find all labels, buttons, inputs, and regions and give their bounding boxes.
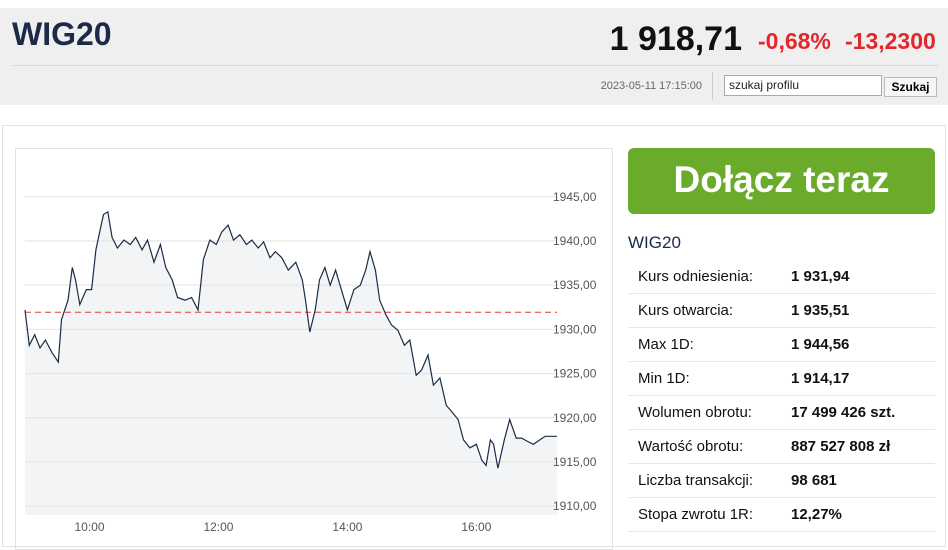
summary-row: Kurs odniesienia: 1 931,94 — [628, 260, 935, 294]
row-value: 1 935,51 — [791, 302, 850, 319]
row-label: Kurs otwarcia: — [638, 302, 734, 319]
search-button[interactable]: Szukaj — [884, 77, 937, 97]
row-value: 12,27% — [791, 506, 842, 523]
summary-row: Liczba transakcji: 98 681 — [628, 464, 935, 498]
price: 1 918,71 — [609, 20, 742, 58]
summary-row: Wolumen obrotu: 17 499 426 szt. — [628, 396, 935, 430]
summary-title: WIG20 — [628, 233, 681, 252]
y-tick-label: 1930,00 — [553, 322, 597, 336]
row-value: 1 944,56 — [791, 336, 850, 353]
price-line — [24, 210, 557, 469]
row-label: Liczba transakcji: — [638, 472, 754, 489]
row-label: Stopa zwrotu 1R: — [638, 506, 754, 523]
row-value: 887 527 808 zł — [791, 438, 891, 455]
change-percent: -0,68% — [758, 28, 831, 54]
summary-row: Wartość obrotu: 887 527 808 zł — [628, 430, 935, 464]
timestamp: 2023-05-11 17:15:00 — [600, 80, 702, 92]
summary-row: Max 1D: 1 944,56 — [628, 328, 935, 362]
chart: 1910,00 1915,00 1920,00 1925,00 1930,00 1935,… — [24, 190, 597, 534]
summary-row: Kurs otwarcia: 1 935,51 — [628, 294, 935, 328]
cta-button[interactable]: Dołącz teraz — [628, 148, 935, 214]
row-value: 1 931,94 — [791, 268, 850, 285]
page: WIG20 1 918,71 -0,68% -13,2300 2023-05-1… — [0, 8, 948, 550]
separator — [12, 65, 938, 66]
change-absolute: -13,2300 — [845, 28, 936, 54]
y-tick-label: 1920,00 — [553, 411, 597, 425]
x-tick-label: 16:00 — [461, 520, 491, 534]
x-tick-label: 14:00 — [332, 520, 362, 534]
row-value: 98 681 — [791, 472, 837, 489]
x-tick-label: 12:00 — [203, 520, 233, 534]
area-fill — [25, 211, 557, 516]
search-input[interactable]: szukaj profilu — [724, 75, 882, 96]
y-tick-label: 1940,00 — [553, 234, 597, 248]
summary-row: Stopa zwrotu 1R: 12,27% — [628, 498, 935, 532]
y-tick-label: 1935,00 — [553, 278, 597, 292]
row-label: Wolumen obrotu: — [638, 404, 752, 421]
row-label: Kurs odniesienia: — [638, 268, 754, 285]
y-tick-label: 1910,00 — [553, 499, 597, 513]
separator — [712, 72, 713, 100]
y-tick-label: 1925,00 — [553, 367, 597, 381]
row-label: Min 1D: — [638, 370, 690, 387]
row-label: Max 1D: — [638, 336, 694, 353]
y-tick-label: 1945,00 — [553, 190, 597, 204]
row-value: 17 499 426 szt. — [791, 404, 896, 421]
summary-row: Min 1D: 1 914,17 — [628, 362, 935, 396]
row-value: 1 914,17 — [791, 370, 850, 387]
y-tick-label: 1915,00 — [553, 455, 597, 469]
instrument-title: WIG20 — [12, 16, 112, 52]
row-label: Wartość obrotu: — [638, 438, 744, 455]
x-tick-label: 10:00 — [74, 520, 104, 534]
